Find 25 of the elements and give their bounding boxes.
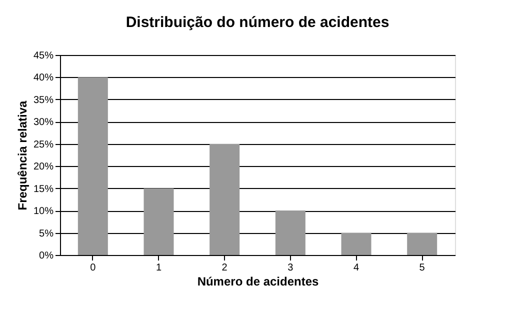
bar bbox=[144, 188, 174, 255]
y-tick-label: 20% bbox=[33, 162, 54, 173]
bar bbox=[407, 232, 438, 255]
y-tick-label: 0% bbox=[39, 250, 54, 262]
x-tick-label: 5 bbox=[419, 262, 426, 274]
x-tick-label: 0 bbox=[90, 262, 96, 274]
chart-title: Distribuição do número de acidentes bbox=[126, 14, 390, 31]
y-tick-label: 30% bbox=[33, 117, 54, 128]
y-tick-label: 15% bbox=[33, 184, 54, 195]
x-tick-label: 1 bbox=[156, 262, 162, 274]
bar bbox=[210, 144, 240, 255]
bar bbox=[78, 77, 108, 255]
y-tick-label: 5% bbox=[39, 228, 54, 240]
y-tick-label: 40% bbox=[33, 72, 54, 84]
y-tick-label: 25% bbox=[33, 139, 54, 150]
y-tick-label: 10% bbox=[33, 206, 54, 218]
bar bbox=[341, 232, 372, 255]
y-tick-label: 35% bbox=[33, 94, 54, 106]
bar bbox=[275, 210, 306, 255]
x-tick-label: 3 bbox=[288, 262, 294, 274]
y-axis-title: Frequência relativa bbox=[15, 100, 30, 210]
x-tick-label: 2 bbox=[222, 262, 228, 274]
x-axis-title: Número de acidentes bbox=[197, 274, 320, 288]
x-tick-label: 4 bbox=[353, 262, 360, 274]
y-tick-label: 45% bbox=[33, 50, 54, 62]
